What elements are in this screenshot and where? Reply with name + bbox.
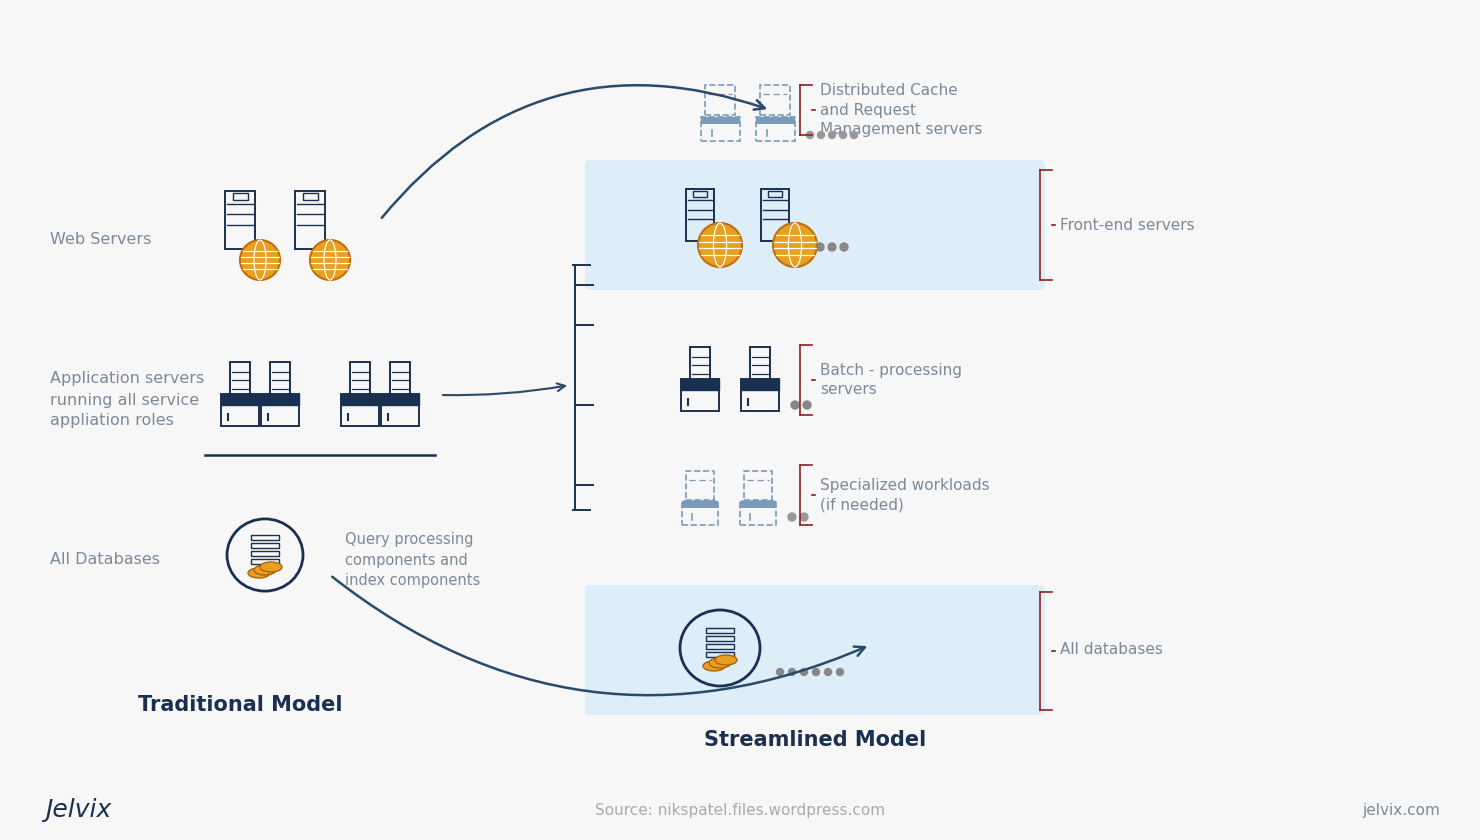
FancyBboxPatch shape	[585, 160, 1045, 290]
Text: Front-end servers: Front-end servers	[1060, 218, 1194, 233]
Bar	[252, 559, 280, 564]
Circle shape	[801, 669, 808, 675]
Bar	[744, 471, 773, 500]
Text: Application servers
running all service
appliation roles: Application servers running all service …	[50, 371, 204, 428]
Ellipse shape	[260, 562, 283, 572]
FancyBboxPatch shape	[380, 394, 419, 405]
Circle shape	[804, 401, 811, 409]
Circle shape	[777, 669, 783, 675]
Bar	[706, 627, 734, 633]
Circle shape	[699, 223, 741, 267]
Text: Specialized workloads
(if needed): Specialized workloads (if needed)	[820, 478, 990, 512]
Circle shape	[813, 669, 820, 675]
FancyBboxPatch shape	[340, 394, 379, 405]
Circle shape	[839, 132, 847, 139]
FancyArrowPatch shape	[332, 577, 864, 696]
Circle shape	[836, 669, 844, 675]
Text: All Databases: All Databases	[50, 553, 160, 568]
Text: Query processing
components and
index components: Query processing components and index co…	[345, 532, 480, 588]
Text: Source: nikspatel.files.wordpress.com: Source: nikspatel.files.wordpress.com	[595, 802, 885, 817]
Circle shape	[773, 223, 817, 267]
Circle shape	[841, 243, 848, 251]
Bar	[740, 501, 776, 508]
Text: Jelvix: Jelvix	[44, 798, 111, 822]
Bar	[682, 501, 718, 524]
FancyBboxPatch shape	[585, 585, 1045, 715]
Circle shape	[790, 401, 799, 409]
Ellipse shape	[709, 658, 731, 668]
Text: jelvix.com: jelvix.com	[1362, 802, 1440, 817]
Bar	[755, 117, 795, 141]
Circle shape	[815, 243, 824, 251]
Circle shape	[240, 240, 280, 280]
Ellipse shape	[703, 661, 725, 671]
Text: Streamlined Model: Streamlined Model	[704, 730, 926, 750]
Circle shape	[851, 132, 857, 139]
Bar	[687, 471, 713, 500]
FancyBboxPatch shape	[221, 394, 259, 405]
FancyBboxPatch shape	[681, 379, 719, 391]
Circle shape	[827, 243, 836, 251]
Bar	[700, 117, 740, 141]
Bar	[706, 643, 734, 648]
Bar	[252, 543, 280, 548]
Bar	[706, 636, 734, 640]
Bar	[704, 85, 736, 115]
FancyArrowPatch shape	[382, 85, 765, 218]
Circle shape	[807, 132, 814, 139]
Bar	[740, 501, 776, 524]
Text: Batch - processing
servers: Batch - processing servers	[820, 363, 962, 397]
Circle shape	[829, 132, 836, 139]
FancyBboxPatch shape	[741, 379, 778, 391]
Ellipse shape	[249, 568, 269, 578]
Bar	[252, 534, 280, 539]
Bar	[761, 85, 790, 115]
Bar	[682, 501, 718, 508]
Circle shape	[824, 669, 832, 675]
Bar	[706, 652, 734, 657]
Bar	[252, 550, 280, 555]
Bar	[700, 117, 740, 124]
FancyArrowPatch shape	[443, 383, 565, 395]
Circle shape	[787, 513, 796, 521]
Text: Distributed Cache
and Request
Management servers: Distributed Cache and Request Management…	[820, 82, 983, 137]
Ellipse shape	[715, 655, 737, 665]
Circle shape	[801, 513, 808, 521]
Text: Traditional Model: Traditional Model	[138, 695, 342, 715]
FancyBboxPatch shape	[260, 394, 299, 405]
Circle shape	[789, 669, 796, 675]
Text: Web Servers: Web Servers	[50, 233, 151, 248]
Circle shape	[817, 132, 824, 139]
Bar	[755, 117, 795, 124]
Ellipse shape	[255, 565, 275, 575]
Circle shape	[309, 240, 349, 280]
Text: All databases: All databases	[1060, 643, 1163, 658]
